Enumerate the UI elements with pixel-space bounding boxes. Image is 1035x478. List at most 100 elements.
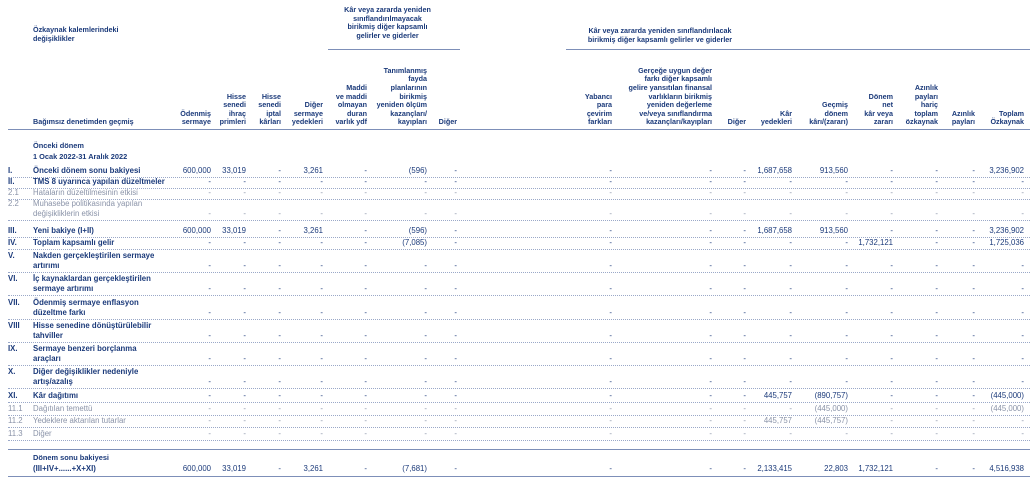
cell-c2: -	[243, 308, 246, 317]
cell-c7: -	[454, 261, 457, 270]
footer-cell-c4: 3,261	[303, 464, 323, 473]
cell-c12: 913,560	[819, 226, 848, 235]
cell-c14: -	[935, 391, 938, 400]
cell-c2: -	[243, 377, 246, 386]
column-header-c5: Maddi ve maddi olmayan duran varlık ydf	[335, 83, 367, 127]
row-label: Yedeklere aktarılan tutarlar	[33, 416, 126, 425]
cell-c10: -	[743, 416, 746, 425]
cell-c9: -	[709, 188, 712, 197]
cell-c14: -	[935, 261, 938, 270]
cell-c9: -	[709, 429, 712, 438]
cell-c16: (445,000)	[990, 404, 1024, 413]
table-row: IV. Toplam kapsamlı gelir - - - - - (7,085) - - - -…	[0, 238, 1035, 249]
group-header-reclassified: Kâr veya zararda yeniden sınıflandırılac…	[587, 26, 733, 44]
cell-c12: -	[845, 331, 848, 340]
cell-c6: -	[424, 209, 427, 218]
row-number: 2.2	[8, 199, 19, 208]
cell-c1: 600,000	[182, 226, 211, 235]
cell-c4: 3,261	[303, 166, 323, 175]
cell-c7: -	[454, 404, 457, 413]
footer-cell-c8: -	[609, 464, 612, 473]
cell-c5: -	[364, 261, 367, 270]
cell-c15: -	[972, 261, 975, 270]
row-separator	[8, 295, 1030, 296]
cell-c3: -	[278, 188, 281, 197]
cell-c1: -	[208, 354, 211, 363]
row-number: II.	[8, 177, 15, 186]
row-separator	[8, 272, 1030, 273]
cell-c11: -	[789, 284, 792, 293]
row-label: İç kaynaklardan gerçekleştirilen sermaye…	[33, 274, 151, 293]
row-number: X.	[8, 367, 16, 376]
cell-c4: -	[320, 429, 323, 438]
cell-c15: -	[972, 188, 975, 197]
column-header-c1: Ödenmiş sermaye	[180, 108, 211, 127]
cell-c12: -	[845, 308, 848, 317]
row-number: IX.	[8, 344, 18, 353]
group-underline-1	[328, 49, 460, 50]
row-separator	[8, 427, 1030, 428]
cell-c13: -	[890, 429, 893, 438]
cell-c4: -	[320, 404, 323, 413]
row-label: Sermaye benzeri borçlanma araçları	[33, 344, 137, 363]
cell-c2: -	[243, 429, 246, 438]
cell-c10: -	[743, 238, 746, 247]
row-label: TMS 8 uyarınca yapılan düzeltmeler	[33, 177, 165, 186]
cell-c14: -	[935, 377, 938, 386]
footer-row: (III+IV+......+X+XI) 600,000 33,019 - 3,261…	[0, 464, 1035, 475]
cell-c15: -	[972, 354, 975, 363]
cell-c15: -	[972, 308, 975, 317]
row-number: III.	[8, 226, 17, 235]
cell-c10: -	[743, 209, 746, 218]
row-number: 11.1	[8, 404, 23, 413]
table-row: VIII Hisse senedine dönüştürülebilir tahv…	[0, 321, 1035, 342]
cell-c6: -	[424, 261, 427, 270]
cell-c10: -	[743, 377, 746, 386]
row-separator	[8, 188, 1030, 189]
cell-c8: -	[609, 331, 612, 340]
column-header-c6: Tanımlanmış fayda planlarının birikmiş y…	[376, 65, 427, 127]
cell-c5: -	[364, 166, 367, 175]
cell-c11: 1,687,658	[757, 166, 792, 175]
cell-c4: -	[320, 284, 323, 293]
row-number: VII.	[8, 298, 20, 307]
cell-c12: -	[845, 429, 848, 438]
cell-c12: -	[845, 354, 848, 363]
cell-c8: -	[609, 416, 612, 425]
cell-c3: -	[278, 331, 281, 340]
cell-c13: -	[890, 331, 893, 340]
footer-cell-c2: 33,019	[222, 464, 246, 473]
cell-c5: -	[364, 416, 367, 425]
row-separator	[8, 199, 1030, 200]
section-title: Önceki dönem	[33, 141, 84, 150]
row-label: Diğer değişiklikler nedeniyle artış/azal…	[33, 367, 139, 386]
cell-c10: -	[743, 166, 746, 175]
cell-c10: -	[743, 354, 746, 363]
cell-c6: -	[424, 377, 427, 386]
cell-c12: -	[845, 284, 848, 293]
cell-c11: -	[789, 354, 792, 363]
column-header-c11: Kâr yedekleri	[760, 108, 792, 127]
cell-c5: -	[364, 209, 367, 218]
column-header-c9: Gerçeğe uygun değer farkı diğer kapsamlı…	[628, 65, 713, 127]
row-number: VIII	[8, 321, 20, 330]
cell-c14: -	[935, 354, 938, 363]
cell-c7: -	[454, 308, 457, 317]
cell-c2: -	[243, 238, 246, 247]
cell-c5: -	[364, 331, 367, 340]
cell-c4: -	[320, 238, 323, 247]
cell-c5: -	[364, 429, 367, 438]
cell-c2: -	[243, 331, 246, 340]
cell-c12: (445,000)	[814, 404, 848, 413]
cell-c7: -	[454, 354, 457, 363]
cell-c3: -	[278, 284, 281, 293]
cell-c1: -	[208, 209, 211, 218]
cell-c11: -	[789, 188, 792, 197]
group-underline-2	[566, 49, 1030, 50]
cell-c2: -	[243, 188, 246, 197]
row-label: Ödenmiş sermaye enflasyon düzeltme farkı	[33, 298, 139, 317]
cell-c5: -	[364, 308, 367, 317]
cell-c7: -	[454, 238, 457, 247]
cell-c7: -	[454, 284, 457, 293]
cell-c7: -	[454, 416, 457, 425]
